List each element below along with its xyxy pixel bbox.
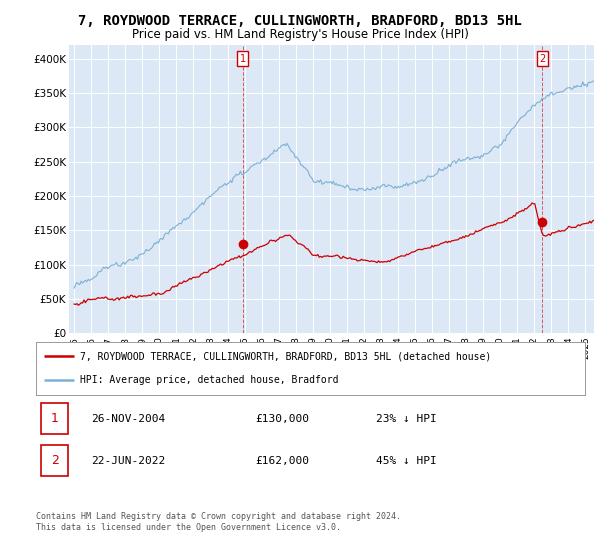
Text: 1: 1 [240, 54, 246, 63]
Text: Price paid vs. HM Land Registry's House Price Index (HPI): Price paid vs. HM Land Registry's House … [131, 28, 469, 41]
Text: £130,000: £130,000 [256, 414, 310, 423]
Text: Contains HM Land Registry data © Crown copyright and database right 2024.
This d: Contains HM Land Registry data © Crown c… [36, 512, 401, 532]
Text: 22-JUN-2022: 22-JUN-2022 [91, 456, 165, 465]
Text: 23% ↓ HPI: 23% ↓ HPI [376, 414, 437, 423]
FancyBboxPatch shape [41, 446, 68, 476]
Text: HPI: Average price, detached house, Bradford: HPI: Average price, detached house, Brad… [80, 375, 338, 385]
Text: 2: 2 [51, 454, 59, 467]
Text: 45% ↓ HPI: 45% ↓ HPI [376, 456, 437, 465]
Text: 7, ROYDWOOD TERRACE, CULLINGWORTH, BRADFORD, BD13 5HL (detached house): 7, ROYDWOOD TERRACE, CULLINGWORTH, BRADF… [80, 352, 491, 362]
Text: 7, ROYDWOOD TERRACE, CULLINGWORTH, BRADFORD, BD13 5HL: 7, ROYDWOOD TERRACE, CULLINGWORTH, BRADF… [78, 14, 522, 28]
Text: 26-NOV-2004: 26-NOV-2004 [91, 414, 165, 423]
Text: 1: 1 [51, 412, 59, 425]
FancyBboxPatch shape [41, 403, 68, 433]
Text: £162,000: £162,000 [256, 456, 310, 465]
Text: 2: 2 [539, 54, 545, 63]
